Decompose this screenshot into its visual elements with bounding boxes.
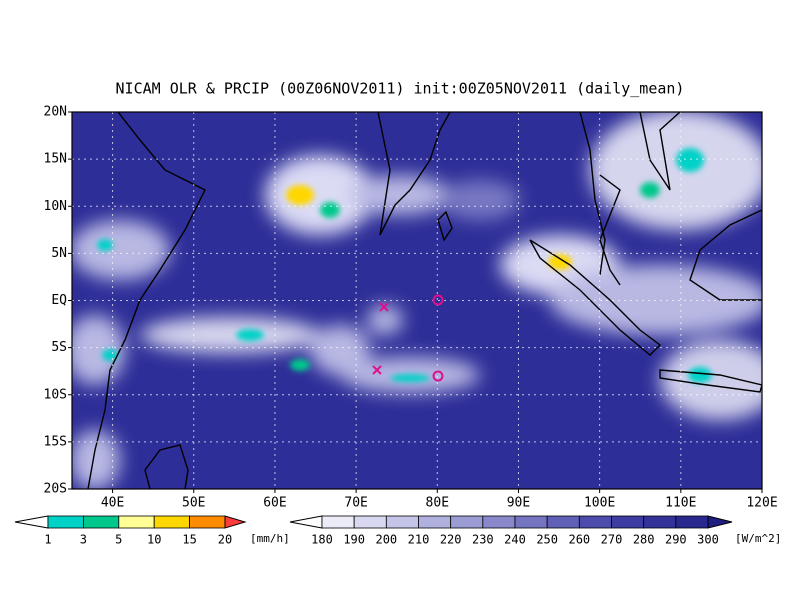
lon-label: 120E <box>746 496 777 511</box>
legend-label: 20 <box>218 533 232 547</box>
lat-label: 10S <box>44 387 67 402</box>
lon-label: 110E <box>665 496 696 511</box>
legend-box <box>514 515 548 529</box>
legend-box <box>546 515 580 529</box>
lon-label: 90E <box>507 496 530 511</box>
lat-label: 15S <box>44 434 67 449</box>
legend-box <box>450 515 484 529</box>
legend-box <box>83 515 120 529</box>
legend-label: 220 <box>440 533 462 547</box>
legend-arrow <box>707 515 733 529</box>
legend-box <box>47 515 84 529</box>
legend-box <box>153 515 190 529</box>
legend-unit: [mm/h] <box>250 532 290 545</box>
lat-label: 5S <box>51 340 67 355</box>
legend-label: 200 <box>375 533 397 547</box>
legend-box <box>118 515 155 529</box>
legend-arrow <box>224 515 247 529</box>
legend-box <box>482 515 516 529</box>
legend-label: 5 <box>115 533 122 547</box>
legend-label: 230 <box>472 533 494 547</box>
legend-arrow <box>289 515 323 529</box>
lon-label: 70E <box>344 496 367 511</box>
legend-arrow <box>14 515 49 529</box>
legend-label: 190 <box>343 533 365 547</box>
title: NICAM OLR & PRCIP (00Z06NOV2011) init:00… <box>116 80 685 98</box>
legend-label: 10 <box>147 533 161 547</box>
legend-label: 210 <box>408 533 430 547</box>
lon-label: 40E <box>101 496 124 511</box>
legend-unit: [W/m^2] <box>735 532 781 545</box>
map <box>72 112 762 489</box>
legend-box <box>675 515 709 529</box>
legend-box <box>353 515 387 529</box>
lat-label: 20S <box>44 482 67 497</box>
legend-label: 290 <box>665 533 687 547</box>
legend-box <box>611 515 645 529</box>
lat-label: 15N <box>44 152 67 167</box>
lon-label: 100E <box>584 496 615 511</box>
legend-box <box>418 515 452 529</box>
legend-label: 1 <box>44 533 51 547</box>
legend-label: 270 <box>601 533 623 547</box>
legend-label: 280 <box>633 533 655 547</box>
lat-label: 5N <box>51 246 67 261</box>
legend-label: 3 <box>80 533 87 547</box>
legend-label: 180 <box>311 533 333 547</box>
lon-label: 80E <box>426 496 449 511</box>
legend-box <box>321 515 355 529</box>
lon-label: 60E <box>263 496 286 511</box>
legend-box <box>643 515 677 529</box>
legend-label: 300 <box>697 533 719 547</box>
legend-box <box>578 515 612 529</box>
legend-label: 240 <box>504 533 526 547</box>
legend-box <box>385 515 419 529</box>
lat-label: 20N <box>44 105 67 120</box>
lat-label: 10N <box>44 199 67 214</box>
lon-label: 50E <box>182 496 205 511</box>
lat-label: EQ <box>51 293 67 308</box>
legend-box <box>189 515 226 529</box>
legend-label: 250 <box>536 533 558 547</box>
legend-label: 15 <box>182 533 196 547</box>
legend-label: 260 <box>568 533 590 547</box>
